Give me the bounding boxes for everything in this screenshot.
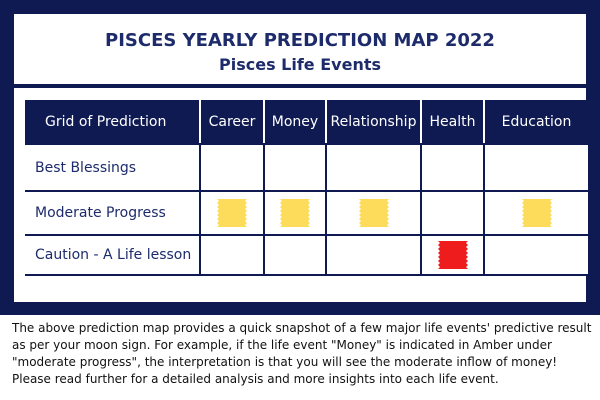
grid-cell-money xyxy=(265,236,325,274)
description-text: The above prediction map provides a quic… xyxy=(12,321,592,386)
page-subtitle: Pisces Life Events xyxy=(219,55,381,74)
header-divider xyxy=(325,100,327,143)
column-header-career: Career xyxy=(208,113,256,130)
amber-marker xyxy=(217,199,247,227)
grid-cell-education xyxy=(485,145,588,190)
row-label: Best Blessings xyxy=(25,145,199,190)
grid-cell-money xyxy=(265,145,325,190)
grid-cell-career xyxy=(201,236,263,274)
red-marker xyxy=(438,241,468,269)
page-title: PISCES YEARLY PREDICTION MAP 2022 xyxy=(105,30,495,51)
grid-cell-education xyxy=(485,192,588,234)
grid-cell-relationship xyxy=(327,145,420,190)
grid-cell-career xyxy=(201,192,263,234)
grid-cell-career xyxy=(201,145,263,190)
row-label: Moderate Progress xyxy=(25,192,199,234)
grid-cell-education xyxy=(485,236,588,274)
grid-cell-health xyxy=(422,236,483,274)
grid-cell-relationship xyxy=(327,236,420,274)
row-label: Caution - A Life lesson xyxy=(25,236,199,274)
header-divider xyxy=(263,100,265,143)
outer-frame: PISCES YEARLY PREDICTION MAP 2022 Pisces… xyxy=(0,0,600,315)
prediction-grid: Grid of Prediction Career Money Relationshi… xyxy=(25,100,588,276)
header-divider xyxy=(420,100,422,143)
column-header-health: Health xyxy=(429,113,476,130)
header-divider xyxy=(483,100,485,143)
grid-corner-label: Grid of Prediction xyxy=(45,113,167,130)
prediction-panel: Grid of Prediction Career Money Relationshi… xyxy=(14,88,588,302)
amber-marker xyxy=(359,199,389,227)
grid-cell-money xyxy=(265,192,325,234)
column-header-relationship: Relationship xyxy=(330,113,417,130)
grid-cell-health xyxy=(422,145,483,190)
column-header-money: Money xyxy=(271,113,319,130)
header-box: PISCES YEARLY PREDICTION MAP 2022 Pisces… xyxy=(14,14,586,84)
amber-marker xyxy=(522,199,552,227)
grid-cell-relationship xyxy=(327,192,420,234)
column-header-education: Education xyxy=(501,113,572,130)
amber-marker xyxy=(280,199,310,227)
header-divider xyxy=(199,100,201,143)
grid-cell-health xyxy=(422,192,483,234)
